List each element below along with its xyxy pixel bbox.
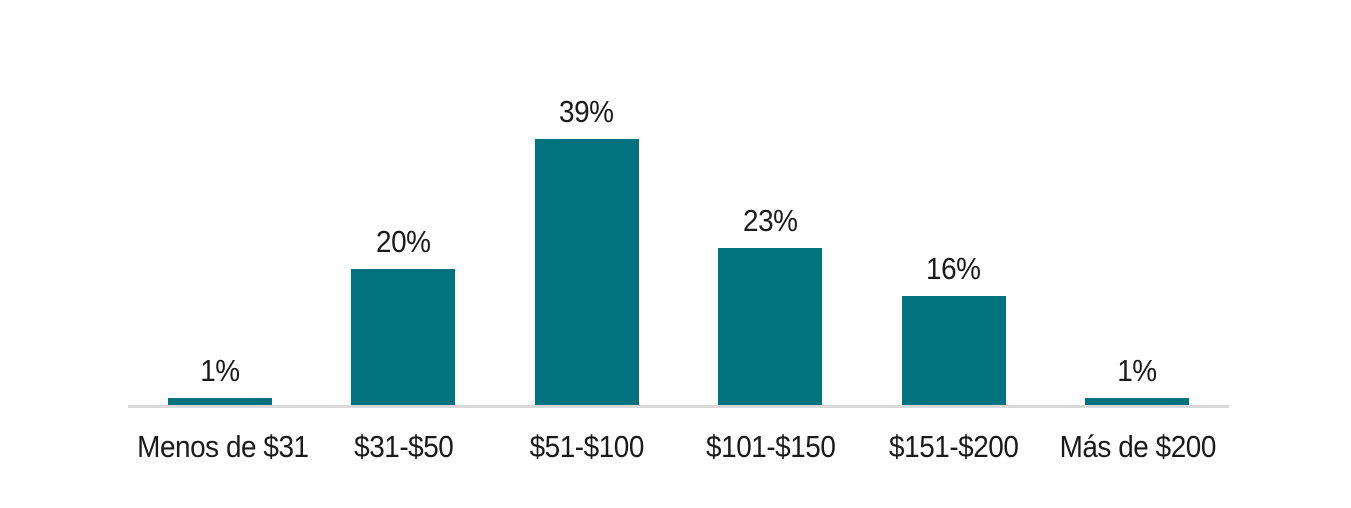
bar <box>718 248 823 405</box>
category-label: $31-$50 <box>353 429 454 464</box>
bar-value-label: 1% <box>1117 353 1158 389</box>
x-axis-line <box>128 405 1229 408</box>
bar-group: 1% <box>128 355 312 405</box>
category-label: Más de $200 <box>1059 429 1216 464</box>
bar <box>1085 398 1190 405</box>
bar <box>534 139 639 405</box>
bar-value-label: 20% <box>375 223 431 259</box>
bar <box>351 268 456 405</box>
bar-group: 23% <box>679 205 863 405</box>
bar-group: 16% <box>862 253 1046 405</box>
bar-value-label: 1% <box>200 353 240 389</box>
bar-value-label: 39% <box>559 94 614 129</box>
bar-value-label: 16% <box>926 250 981 286</box>
category-label: $51-$100 <box>529 429 645 464</box>
bar <box>167 398 272 405</box>
category-label: $101-$150 <box>705 429 836 464</box>
categories-row: Menos de $31 $31-$50 $51-$100 $101-$150 $151… <box>128 428 1229 465</box>
bar <box>901 295 1006 405</box>
bar-group: 39% <box>495 96 679 405</box>
bar-group: 20% <box>312 226 496 405</box>
category-label: Menos de $31 <box>137 429 309 464</box>
category-label: $151-$200 <box>889 429 1019 464</box>
bar-group: 1% <box>1046 355 1230 405</box>
bars-row: 1% 20% 39% 23% 16% 1% <box>128 0 1229 405</box>
bar-value-label: 23% <box>742 203 798 239</box>
